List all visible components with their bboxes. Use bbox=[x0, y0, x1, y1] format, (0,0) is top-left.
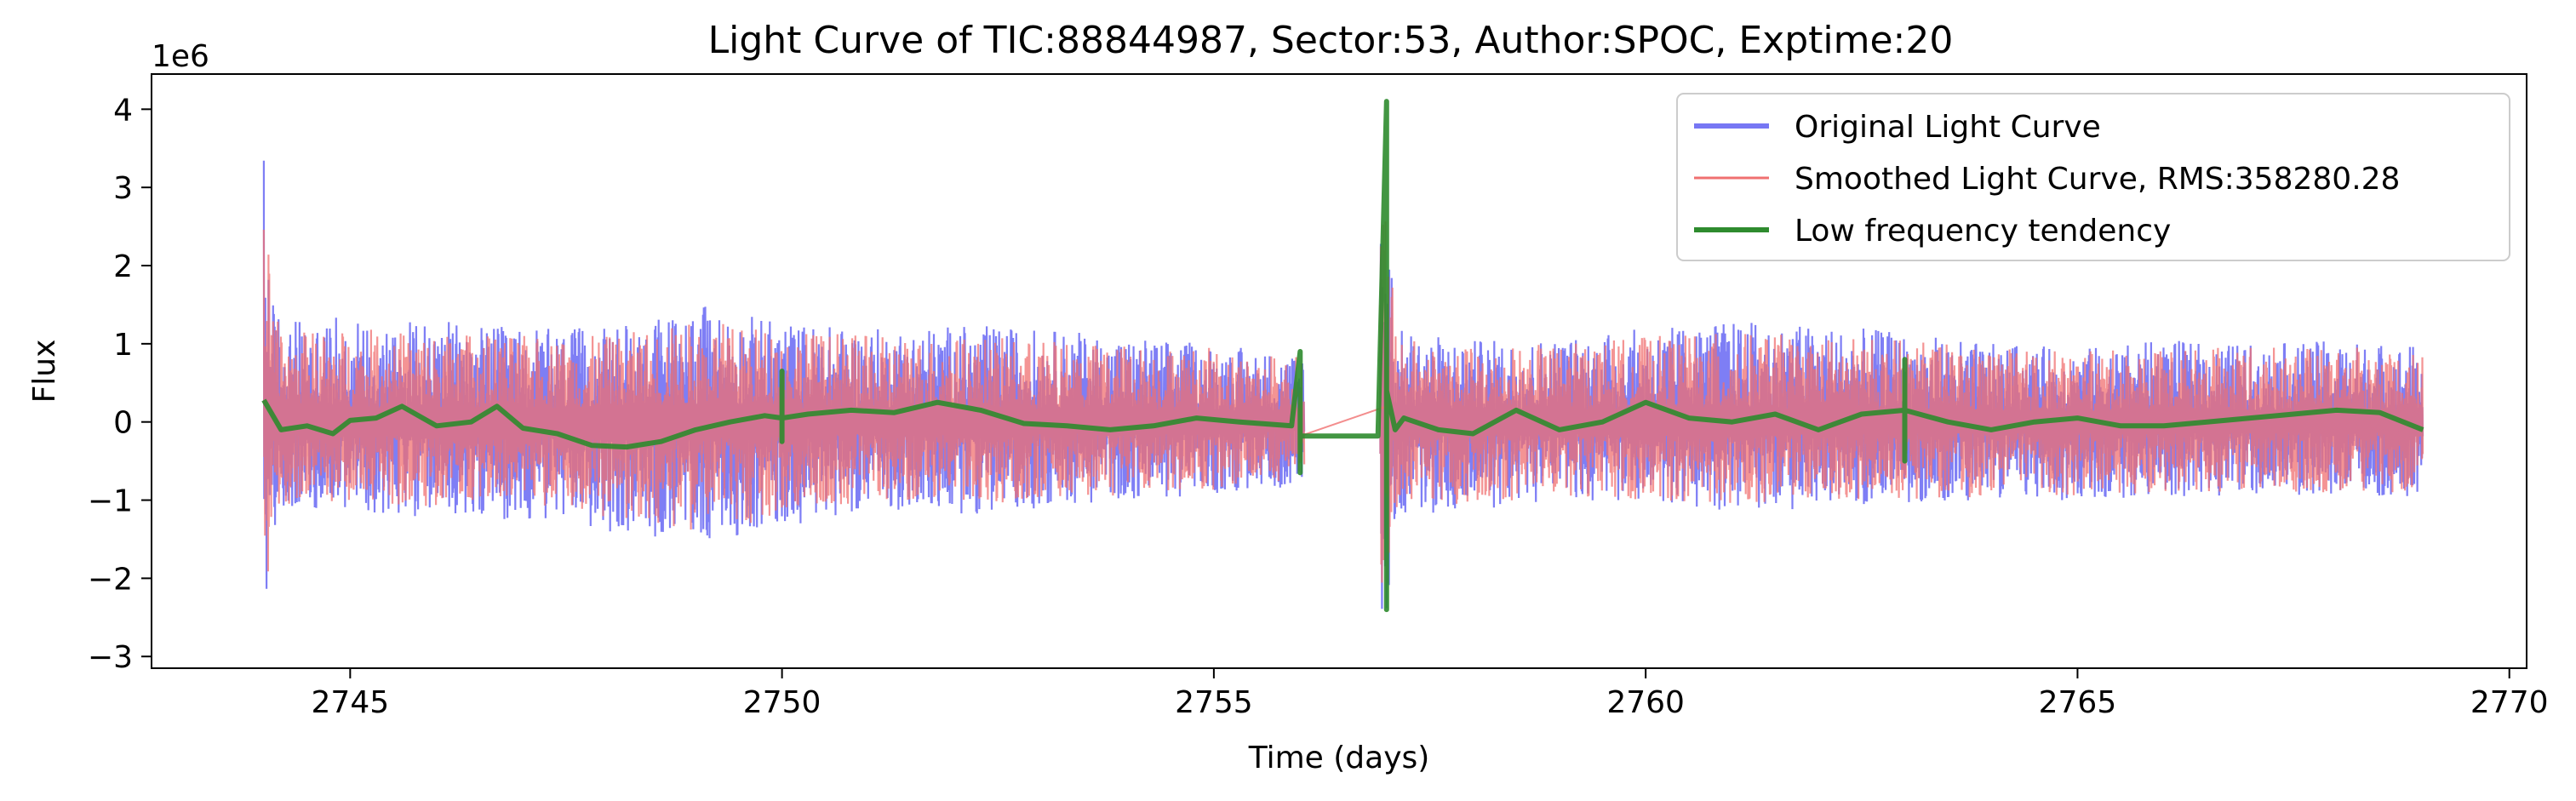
legend-frame bbox=[1676, 93, 2510, 261]
chart-title: Light Curve of TIC:88844987, Sector:53, … bbox=[708, 19, 1954, 62]
series-low-frequency-tendency bbox=[261, 99, 2424, 613]
y-tick-label: 2 bbox=[113, 249, 133, 284]
y-tick-label: −2 bbox=[88, 562, 133, 597]
series-smoothed-gap-connector bbox=[1300, 405, 1388, 438]
x-axis: 2745 2750 2755 2760 2765 2770 bbox=[312, 668, 2549, 720]
y-scale-note: 1e6 bbox=[152, 39, 209, 74]
y-axis: −3 −2 −1 0 1 2 3 4 bbox=[88, 93, 152, 675]
x-tick-label: 2755 bbox=[1175, 685, 1253, 720]
y-tick-label: 4 bbox=[113, 93, 133, 128]
x-tick-label: 2750 bbox=[743, 685, 821, 720]
y-axis-label: Flux bbox=[27, 340, 62, 403]
x-tick-label: 2745 bbox=[312, 685, 390, 720]
plot-area bbox=[261, 99, 2424, 613]
x-tick-label: 2770 bbox=[2470, 685, 2549, 720]
plot-frame bbox=[151, 73, 2527, 669]
legend: Original Light Curve Smoothed Light Curv… bbox=[1676, 93, 2510, 261]
series-group bbox=[261, 99, 2424, 613]
x-axis-label: Time (days) bbox=[1248, 741, 1430, 775]
y-tick-label: −3 bbox=[88, 640, 133, 675]
y-tick-label: 0 bbox=[113, 406, 133, 441]
y-tick-label: 3 bbox=[113, 171, 133, 206]
y-tick-label: −1 bbox=[88, 484, 133, 519]
legend-label-original: Original Light Curve bbox=[1795, 110, 2101, 145]
y-tick-label: 1 bbox=[113, 328, 133, 363]
x-tick-label: 2765 bbox=[2039, 685, 2117, 720]
legend-label-smoothed: Smoothed Light Curve, RMS:358280.28 bbox=[1795, 162, 2400, 197]
legend-label-low-frequency: Low frequency tendency bbox=[1795, 214, 2171, 249]
x-tick-label: 2760 bbox=[1606, 685, 1685, 720]
